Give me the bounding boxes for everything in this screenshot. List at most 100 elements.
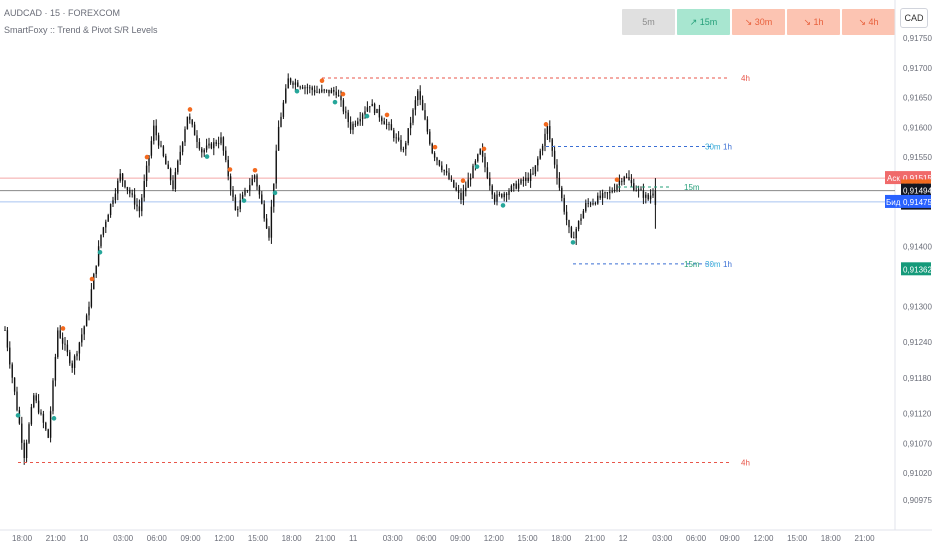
candle-body: [78, 342, 81, 354]
candle-body: [618, 180, 621, 186]
candle-body: [369, 106, 371, 108]
candle-body: [510, 185, 513, 192]
candle-body: [558, 177, 561, 188]
candle-body: [59, 330, 61, 338]
candle-body: [169, 168, 172, 181]
candle-body: [47, 429, 49, 438]
candle-body: [177, 160, 179, 173]
candle-body: [388, 123, 390, 125]
candle-body: [645, 194, 647, 198]
candle-body: [52, 380, 54, 412]
time-tick-label: 21:00: [585, 534, 606, 543]
candle-body: [457, 190, 460, 193]
candle-body: [181, 142, 184, 152]
candle-body: [83, 326, 85, 335]
candle-body: [345, 111, 347, 113]
candle-body: [73, 356, 76, 368]
currency-button[interactable]: CAD: [900, 8, 928, 28]
candle-body: [472, 165, 474, 179]
candle-body: [592, 203, 594, 205]
candle-body: [205, 145, 208, 150]
candle-body: [225, 150, 227, 160]
candle-body: [215, 142, 217, 144]
time-tick-label: 09:00: [450, 534, 471, 543]
pivot-low-marker: [241, 198, 247, 203]
candle-body: [136, 204, 138, 207]
time-tick-label: 09:00: [181, 534, 202, 543]
candle-body: [16, 391, 18, 411]
candle-body: [556, 164, 558, 178]
candle-body: [4, 330, 6, 331]
time-tick-label: 15:00: [518, 534, 539, 543]
candle-body: [69, 352, 71, 364]
candle-body: [525, 177, 527, 182]
timeframe-5m-box: 5m: [622, 9, 675, 35]
support-price-tag: 0,91362: [903, 265, 932, 274]
candle-body: [496, 194, 498, 202]
candle-body: [232, 189, 234, 198]
candle-body: [306, 87, 309, 89]
candle-body: [431, 143, 433, 154]
candle-body: [393, 130, 395, 139]
candle-body: [42, 413, 45, 423]
sr-level-label: 4h: [741, 74, 750, 83]
candle-body: [599, 195, 601, 198]
candle-body: [546, 126, 549, 134]
candle-body: [287, 78, 289, 89]
candle-body: [112, 200, 114, 205]
timeframe-30m-box: ↘ 30m: [732, 9, 785, 35]
candle-body: [364, 111, 366, 115]
candle-body: [313, 89, 316, 93]
candle-body: [647, 194, 649, 200]
candle-body: [340, 96, 342, 101]
pivot-high-marker: [614, 177, 620, 183]
pivot-low-marker: [204, 154, 210, 159]
support-price-tag-bg: [901, 262, 931, 276]
candle-body: [419, 91, 421, 100]
candles-group: [4, 73, 657, 465]
candle-body: [81, 334, 83, 343]
price-tick-label: 0,91240: [903, 338, 932, 347]
pivot-low-marker: [272, 190, 278, 196]
candle-body: [486, 167, 489, 179]
candle-body: [354, 123, 357, 125]
candle-body: [301, 87, 304, 89]
candle-body: [251, 178, 253, 186]
time-tick-label: 12:00: [214, 534, 235, 543]
candle-body: [282, 102, 285, 117]
candle-body: [414, 100, 417, 110]
candle-body: [498, 194, 501, 195]
candle-body: [573, 237, 575, 239]
candle-body: [594, 203, 597, 204]
candle-body: [109, 204, 112, 215]
candle-body: [357, 121, 359, 125]
candle-body: [97, 246, 100, 266]
candle-body: [277, 126, 280, 151]
candle-body: [208, 143, 210, 146]
candle-body: [299, 86, 301, 88]
candle-body: [477, 154, 479, 162]
time-tick-label: 03:00: [652, 534, 673, 543]
candle-body: [160, 145, 162, 147]
time-tick-label: 21:00: [855, 534, 876, 543]
candle-body: [623, 176, 625, 182]
candle-body: [378, 108, 381, 118]
candle-body: [517, 183, 520, 189]
candle-body: [275, 150, 277, 184]
candle-body: [273, 183, 275, 207]
candle-body: [90, 289, 93, 307]
time-tick-label: 03:00: [383, 534, 404, 543]
candle-body: [21, 423, 23, 443]
time-tick-label: 06:00: [147, 534, 168, 543]
price-tick-label: 0,90975: [903, 496, 932, 505]
candle-body: [325, 89, 328, 91]
candle-body: [294, 82, 297, 85]
price-tick-label: 0,91300: [903, 302, 932, 311]
pivot-high-marker: [319, 78, 325, 83]
pivot-low-marker: [97, 249, 103, 255]
sr-level-label: 4h: [741, 458, 750, 467]
price-tick-label: 0,91120: [903, 410, 932, 419]
candle-body: [121, 173, 124, 181]
